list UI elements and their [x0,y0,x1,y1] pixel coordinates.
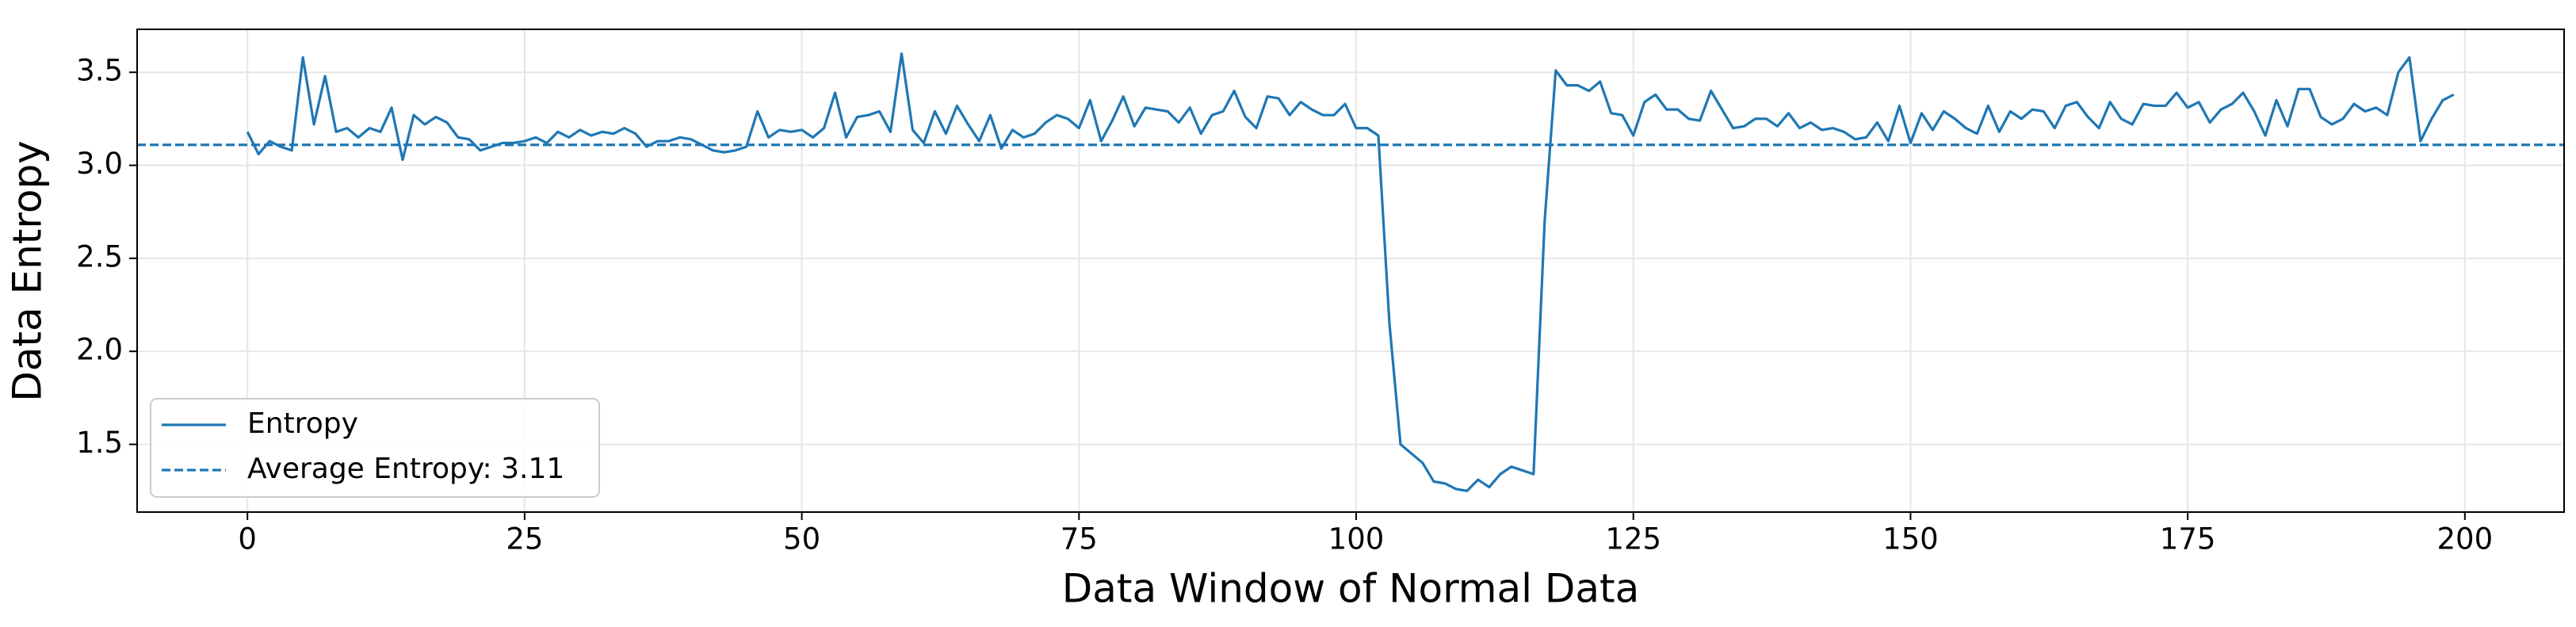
legend: Entropy Average Entropy: 3.11 [150,398,600,498]
x-tick-label: 175 [2160,522,2216,556]
y-tick-label: 2.5 [76,239,123,273]
x-tick-label: 25 [506,522,543,556]
legend-label: Entropy [247,407,358,440]
x-tick-label: 100 [1328,522,1385,556]
legend-label: Average Entropy: 3.11 [247,453,564,485]
x-tick-label: 50 [783,522,820,556]
x-axis-label: Data Window of Normal Data [1062,566,1640,612]
x-tick-label: 200 [2436,522,2493,556]
x-tick-label: 75 [1061,522,1098,556]
x-tick-label: 150 [1882,522,1939,556]
y-tick-label: 3.0 [76,147,123,181]
x-tick-label: 125 [1605,522,1661,556]
plot-frame [136,29,2565,513]
y-tick-label: 3.5 [76,54,123,88]
x-tick-label: 0 [238,522,257,556]
legend-box [150,398,600,498]
y-tick-label: 1.5 [76,426,123,460]
y-tick-label: 2.0 [76,333,123,367]
data-line [246,52,2455,492]
y-axis-label: Data Entropy [5,140,51,402]
